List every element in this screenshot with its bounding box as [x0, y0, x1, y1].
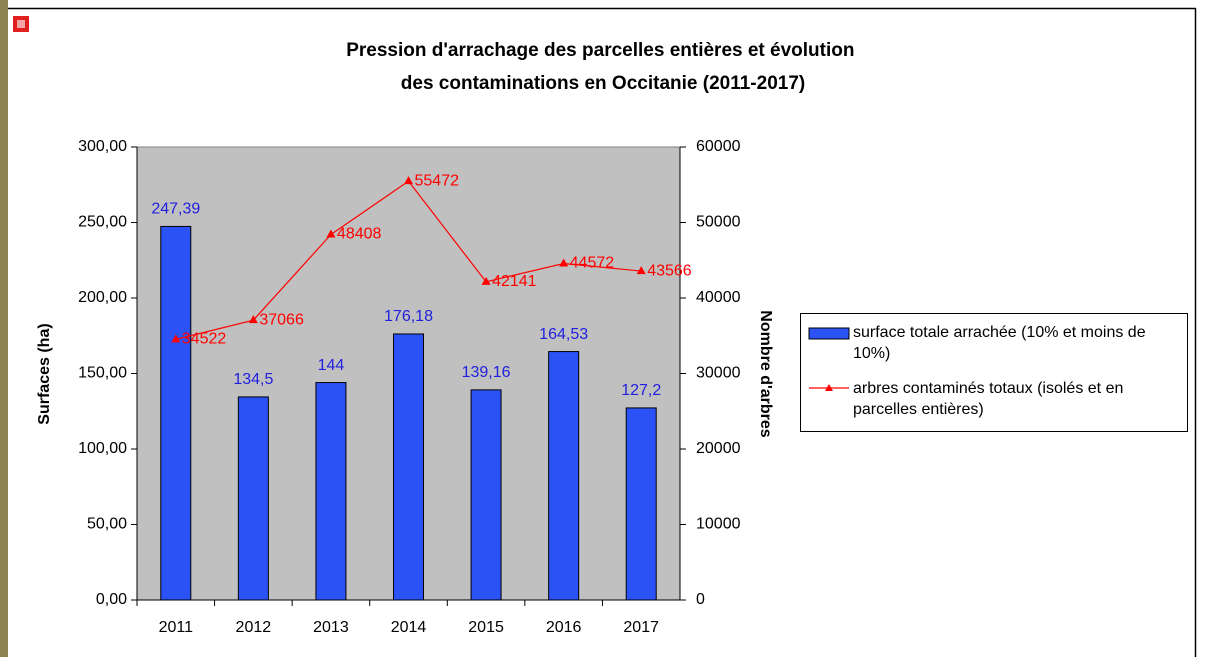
y2-tick-label: 50000	[696, 214, 741, 231]
title-line: Pression d'arrachage des parcelles entiè…	[346, 40, 860, 61]
x-tick-label: 2011	[159, 619, 194, 636]
line-value-label: 43566	[647, 262, 692, 279]
y-tick-label: 150,00	[78, 365, 127, 382]
x-tick-label: 2012	[236, 619, 272, 636]
bar	[315, 382, 347, 601]
legend-label: surface totale arrachée (10% et moins de…	[853, 324, 1146, 362]
y2-tick-label: 0	[696, 591, 705, 608]
line-value-label: 34522	[182, 331, 227, 348]
line-value-label: 42141	[492, 273, 537, 290]
legend-label: arbres contaminés totaux (isolés et en p…	[853, 380, 1124, 418]
x-tick-label: 2017	[623, 619, 659, 636]
y-tick-label: 0,00	[96, 591, 127, 608]
title-line: des contaminations en Occitanie (2011-20…	[401, 73, 805, 94]
line-value-label: 44572	[570, 255, 615, 272]
y-tick-label: 100,00	[78, 440, 127, 457]
line-marker	[636, 266, 646, 275]
pdf-icon-mark	[17, 20, 25, 28]
line-marker	[404, 176, 413, 185]
bar	[470, 389, 502, 601]
bar	[237, 396, 269, 601]
line-marker	[481, 276, 491, 285]
y-tick-label: 300,00	[78, 138, 127, 155]
bar	[393, 333, 424, 601]
bar-value-label: 127,2	[621, 382, 661, 399]
y-tick-label: 200,00	[78, 289, 127, 306]
y2-tick-label: 30000	[696, 365, 741, 382]
legend: surface totale arrachée (10% et moins de…	[800, 313, 1188, 432]
y-tick-label: 50,00	[87, 516, 127, 533]
bar	[548, 351, 580, 601]
y-tick-label: 250,00	[78, 214, 127, 231]
y2-tick-label: 10000	[696, 516, 741, 533]
legend-keys	[808, 327, 850, 391]
line-marker	[171, 334, 181, 343]
line-marker	[248, 315, 258, 324]
bar-value-label: 176,18	[384, 308, 433, 325]
x-tick-label: 2014	[391, 619, 427, 636]
line-value-label: 37066	[259, 311, 304, 328]
legend-swatch	[808, 327, 850, 340]
bar-value-label: 164,53	[539, 326, 588, 343]
y-axis-title: Surfaces (ha)	[36, 323, 53, 424]
x-tick-label: 2013	[313, 619, 349, 636]
y2-tick-label: 20000	[696, 440, 741, 457]
line-value-label: 55472	[415, 172, 460, 189]
y2-tick-label: 60000	[696, 138, 741, 155]
y2-tick-label: 40000	[696, 289, 741, 306]
line-value-label: 48408	[337, 226, 382, 243]
bar	[160, 225, 192, 601]
chart-title: Pression d'arrachage des parcelles entiè…	[346, 40, 860, 94]
line-marker	[559, 258, 569, 267]
bar	[625, 407, 657, 601]
bar-value-label: 134,5	[233, 371, 273, 388]
y2-axis-title: Nombre d'arbres	[757, 310, 774, 438]
line-marker	[326, 229, 336, 238]
x-tick-label: 2016	[546, 619, 582, 636]
bar-value-label: 139,16	[462, 364, 511, 381]
bar-value-label: 247,39	[151, 201, 200, 218]
side-strip	[0, 0, 8, 657]
bar-value-label: 144	[318, 357, 345, 374]
x-tick-label: 2015	[468, 619, 504, 636]
legend-marker	[825, 384, 833, 391]
